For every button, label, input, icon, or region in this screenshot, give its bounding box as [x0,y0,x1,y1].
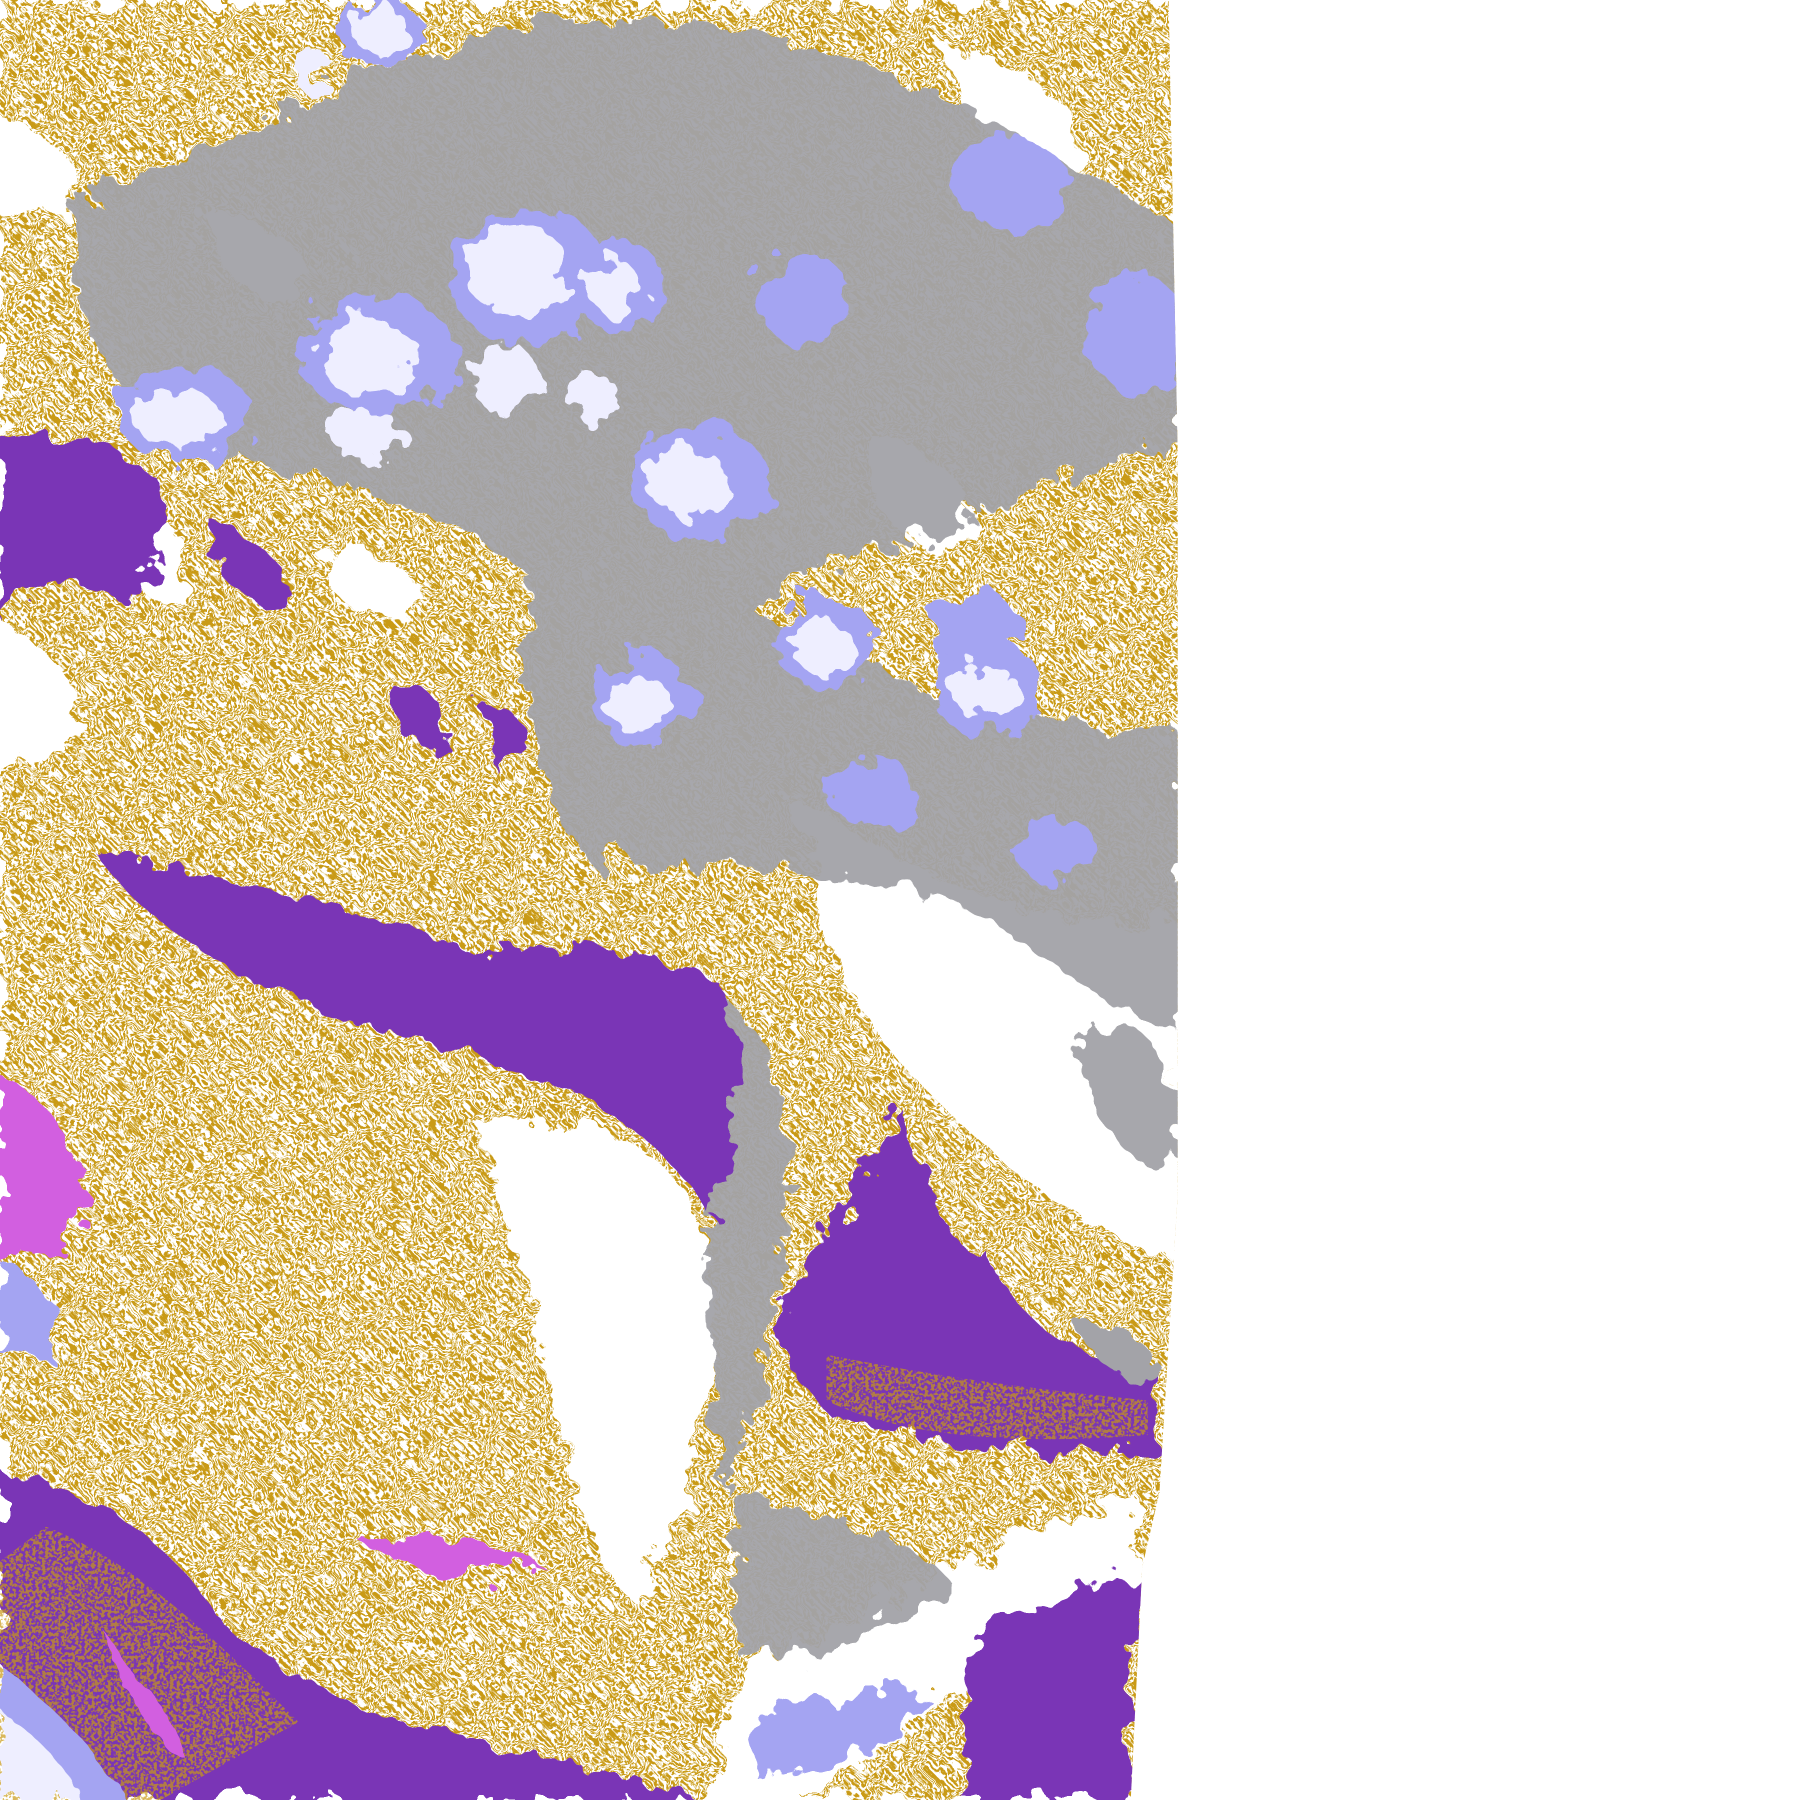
class-purple-speckle [0,1354,1148,1800]
imagery-swath [0,0,1178,1800]
class-magenta-layer [0,1079,1160,1800]
class-light-lavender-cells [114,0,1178,884]
